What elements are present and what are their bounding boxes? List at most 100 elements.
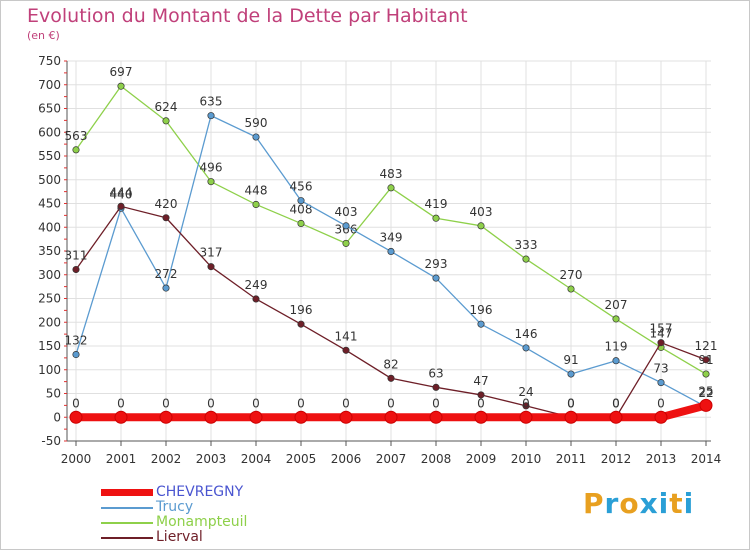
data-point-chevregny [69, 410, 83, 424]
data-label-chevregny: 0 [657, 396, 665, 410]
data-label-monampteuil: 563 [65, 129, 88, 143]
data-point-lierval [477, 391, 485, 399]
data-label-trucy: 635 [200, 95, 223, 109]
data-point-lierval [522, 402, 530, 410]
x-tick-label: 2003 [196, 452, 227, 466]
data-label-chevregny: 0 [117, 396, 125, 410]
x-tick-label: 2011 [556, 452, 587, 466]
data-label-chevregny: 0 [387, 396, 395, 410]
data-label-monampteuil: 270 [560, 268, 583, 282]
data-point-chevregny [204, 410, 218, 424]
data-point-chevregny [474, 410, 488, 424]
data-point-lierval [72, 265, 80, 274]
y-tick-label: 250 [38, 292, 61, 306]
logo-letter: x [639, 487, 659, 520]
data-point-trucy [522, 344, 530, 352]
data-label-monampteuil: 147 [650, 326, 673, 340]
data-point-trucy [252, 133, 260, 141]
data-point-chevregny [699, 398, 713, 412]
data-point-monampteuil [252, 200, 260, 209]
data-label-lierval: 0 [612, 396, 620, 410]
data-label-lierval: 157 [650, 322, 673, 336]
data-label-chevregny: 0 [612, 396, 620, 410]
data-label-trucy: 403 [335, 205, 358, 219]
data-label-lierval: 196 [290, 303, 313, 317]
data-point-trucy [162, 284, 170, 292]
data-label-trucy: 73 [653, 362, 668, 376]
data-label-lierval: 121 [695, 339, 718, 353]
data-point-lierval [252, 295, 260, 303]
data-point-monampteuil [702, 370, 710, 378]
data-label-lierval: 82 [383, 357, 398, 371]
data-point-trucy [477, 320, 485, 328]
data-point-lierval [207, 263, 215, 271]
x-tick-label: 2012 [601, 452, 632, 466]
data-label-monampteuil: 624 [155, 100, 178, 114]
x-tick-label: 2007 [376, 452, 407, 466]
data-point-trucy [657, 379, 665, 387]
data-point-chevregny [294, 410, 308, 424]
y-tick-label: 700 [38, 78, 61, 92]
data-point-monampteuil [72, 146, 80, 154]
data-label-monampteuil: 403 [470, 205, 493, 219]
data-label-monampteuil: 496 [200, 161, 223, 175]
legend-label: Monampteuil [156, 514, 248, 530]
data-label-monampteuil: 408 [290, 202, 313, 216]
y-tick-label: 50 [46, 387, 61, 401]
y-tick-label: 500 [38, 173, 61, 187]
data-point-chevregny [609, 410, 623, 424]
data-label-trucy: 293 [425, 257, 448, 271]
x-tick-label: 2014 [691, 452, 722, 466]
data-point-chevregny [519, 410, 533, 424]
x-tick-label: 2010 [511, 452, 542, 466]
data-label-chevregny: 0 [477, 396, 485, 410]
y-tick-label: 350 [38, 244, 61, 258]
data-label-lierval: 317 [200, 246, 223, 260]
data-label-lierval: 63 [428, 366, 443, 380]
data-point-monampteuil [522, 255, 530, 263]
data-point-lierval [432, 383, 440, 391]
data-point-lierval [702, 356, 710, 364]
data-point-trucy [207, 112, 215, 120]
logo-letter: i [683, 487, 695, 520]
data-point-monampteuil [342, 239, 350, 247]
data-label-chevregny: 0 [432, 396, 440, 410]
data-label-trucy: 119 [605, 340, 628, 354]
data-point-lierval [117, 202, 125, 210]
x-tick-label: 2000 [61, 452, 92, 466]
data-point-chevregny [384, 410, 398, 424]
data-point-chevregny [249, 410, 263, 424]
data-label-monampteuil: 448 [245, 183, 268, 197]
data-point-trucy [297, 197, 305, 205]
proxiti-logo: Proxiti [583, 487, 694, 520]
logo-letter: P [583, 487, 605, 520]
data-point-trucy [432, 274, 440, 282]
data-point-chevregny [564, 410, 578, 424]
legend-label: Lierval [156, 529, 203, 545]
data-point-monampteuil [612, 315, 620, 323]
data-point-trucy [612, 357, 620, 365]
data-label-chevregny: 0 [162, 396, 170, 410]
data-point-chevregny [159, 410, 173, 424]
data-point-chevregny [114, 410, 128, 424]
data-label-chevregny: 25 [698, 384, 713, 398]
data-point-trucy [567, 370, 575, 378]
data-point-lierval [387, 374, 395, 382]
data-label-monampteuil: 483 [380, 167, 403, 181]
y-tick-label: 150 [38, 339, 61, 353]
logo-letter: t [669, 487, 684, 520]
data-point-monampteuil [567, 285, 575, 293]
data-point-lierval [657, 339, 665, 347]
logo-letter: r [604, 487, 620, 520]
data-label-chevregny: 0 [297, 396, 305, 410]
data-label-chevregny: 0 [567, 396, 575, 410]
data-label-lierval: 420 [155, 197, 178, 211]
data-label-lierval: 24 [518, 385, 533, 399]
data-label-trucy: 272 [155, 267, 178, 281]
x-tick-label: 2009 [466, 452, 497, 466]
data-point-monampteuil [432, 214, 440, 222]
data-label-trucy: 440 [110, 187, 133, 201]
data-label-trucy: 349 [380, 230, 403, 244]
y-tick-label: 750 [38, 54, 61, 68]
